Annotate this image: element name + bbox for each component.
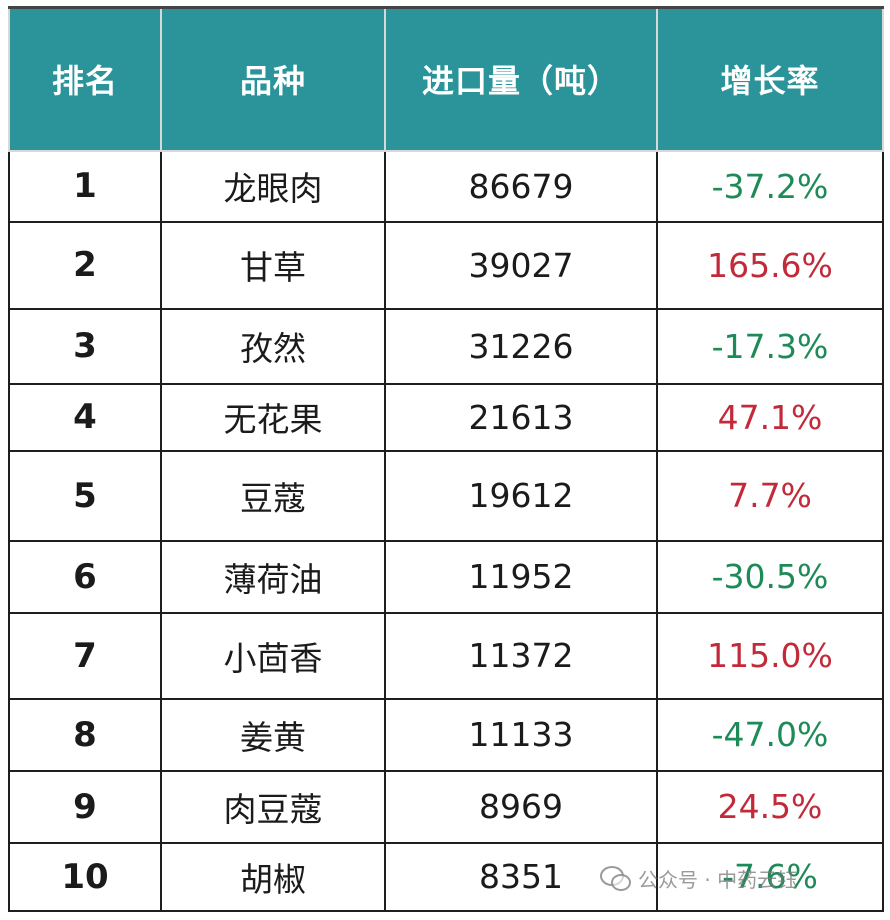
- growth-rate-cell: -47.0%: [656, 697, 884, 772]
- table-row: 3 孜然 31226 -17.3%: [8, 307, 884, 385]
- header-rank: 排名: [8, 6, 162, 152]
- import-volume-cell: 8969: [384, 769, 658, 844]
- import-volume-cell: 86679: [384, 149, 658, 223]
- table-row: 6 薄荷油 11952 -30.5%: [8, 539, 884, 614]
- variety-cell: 无花果: [160, 382, 386, 452]
- growth-rate-cell: 165.6%: [656, 220, 884, 310]
- table-row: 9 肉豆蔻 8969 24.5%: [8, 769, 884, 844]
- growth-rate-cell: 7.7%: [656, 449, 884, 542]
- growth-rate-cell: -37.2%: [656, 149, 884, 223]
- table-row: 7 小茴香 11372 115.0%: [8, 611, 884, 700]
- import-volume-cell: 31226: [384, 307, 658, 385]
- table-row: 4 无花果 21613 47.1%: [8, 382, 884, 452]
- growth-rate-cell: 115.0%: [656, 611, 884, 700]
- rank-cell: 10: [8, 841, 162, 912]
- table-row: 5 豆蔻 19612 7.7%: [8, 449, 884, 542]
- import-volume-cell: 39027: [384, 220, 658, 310]
- growth-rate-cell: 47.1%: [656, 382, 884, 452]
- variety-cell: 肉豆蔻: [160, 769, 386, 844]
- header-growth-rate: 增长率: [656, 6, 884, 152]
- rank-cell: 9: [8, 769, 162, 844]
- growth-rate-cell: -7.6%: [656, 841, 884, 912]
- import-volume-cell: 11133: [384, 697, 658, 772]
- variety-cell: 胡椒: [160, 841, 386, 912]
- variety-cell: 豆蔻: [160, 449, 386, 542]
- table-row: 1 龙眼肉 86679 -37.2%: [8, 149, 884, 223]
- rank-cell: 8: [8, 697, 162, 772]
- growth-rate-cell: 24.5%: [656, 769, 884, 844]
- table-row: 8 姜黄 11133 -47.0%: [8, 697, 884, 772]
- rank-cell: 4: [8, 382, 162, 452]
- header-import-volume: 进口量（吨）: [384, 6, 658, 152]
- rank-cell: 1: [8, 149, 162, 223]
- import-volume-cell: 11372: [384, 611, 658, 700]
- import-volume-cell: 8351: [384, 841, 658, 912]
- table-row: 2 甘草 39027 165.6%: [8, 220, 884, 310]
- rank-cell: 5: [8, 449, 162, 542]
- rank-cell: 3: [8, 307, 162, 385]
- table-row: 10 胡椒 8351 -7.6%: [8, 841, 884, 912]
- table-header: 排名 品种 进口量（吨） 增长率: [8, 6, 884, 152]
- header-row: 排名 品种 进口量（吨） 增长率: [8, 6, 884, 152]
- import-ranking-table-wrapper: 排名 品种 进口量（吨） 增长率 1 龙眼肉 86679 -37.2% 2 甘草…: [8, 6, 884, 914]
- rank-cell: 7: [8, 611, 162, 700]
- variety-cell: 龙眼肉: [160, 149, 386, 223]
- variety-cell: 甘草: [160, 220, 386, 310]
- variety-cell: 小茴香: [160, 611, 386, 700]
- variety-cell: 薄荷油: [160, 539, 386, 614]
- import-ranking-table: 排名 品种 进口量（吨） 增长率 1 龙眼肉 86679 -37.2% 2 甘草…: [8, 6, 884, 912]
- header-variety: 品种: [160, 6, 386, 152]
- import-volume-cell: 19612: [384, 449, 658, 542]
- table-body: 1 龙眼肉 86679 -37.2% 2 甘草 39027 165.6% 3 孜…: [8, 149, 884, 912]
- rank-cell: 2: [8, 220, 162, 310]
- variety-cell: 姜黄: [160, 697, 386, 772]
- growth-rate-cell: -30.5%: [656, 539, 884, 614]
- rank-cell: 6: [8, 539, 162, 614]
- import-volume-cell: 11952: [384, 539, 658, 614]
- growth-rate-cell: -17.3%: [656, 307, 884, 385]
- import-volume-cell: 21613: [384, 382, 658, 452]
- variety-cell: 孜然: [160, 307, 386, 385]
